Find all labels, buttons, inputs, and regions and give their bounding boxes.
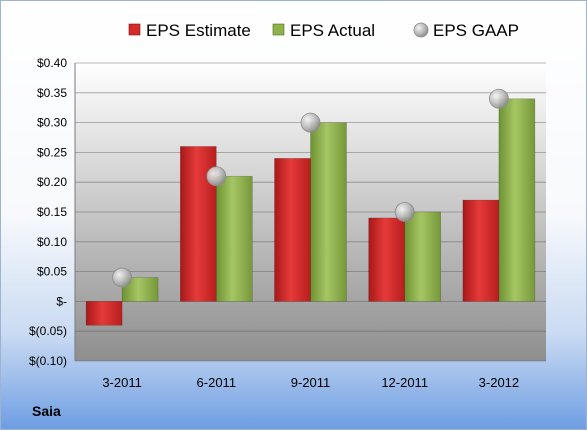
- bar-eps-estimate: [368, 217, 406, 302]
- plot-area: $0.40 $0.35 $0.30 $0.25 $0.20 $0.15 $0.10 $0.05…: [29, 56, 546, 390]
- legend-label: EPS Estimate: [146, 21, 251, 40]
- bar-eps-estimate-face: [368, 217, 406, 302]
- bar-eps-actual-face: [498, 98, 536, 302]
- legend: EPS Estimate EPS Actual EPS GAAP: [128, 21, 519, 40]
- y-tick-label: $0.15: [37, 205, 67, 219]
- marker-eps-gaap: [488, 88, 509, 109]
- bar-eps-actual: [121, 277, 159, 302]
- x-category-label: 12-2011: [381, 375, 428, 390]
- y-tick-label: $0.05: [37, 265, 67, 279]
- bar-eps-estimate: [462, 199, 500, 302]
- bar-eps-estimate-face: [462, 199, 500, 302]
- legend-label: EPS Actual: [290, 21, 375, 40]
- legend-swatch-actual: [272, 23, 285, 36]
- x-category-label: 3-2011: [102, 375, 142, 390]
- marker-eps-gaap: [394, 202, 415, 222]
- bar-eps-actual-face: [121, 277, 159, 302]
- legend-swatch-estimate: [128, 23, 141, 36]
- marker-eps-gaap: [112, 267, 132, 288]
- marker-eps-gaap: [300, 112, 321, 133]
- bar-eps-actual-face: [216, 175, 253, 302]
- legend-swatch-gaap: [413, 22, 429, 38]
- y-tick-label: $0.35: [37, 86, 67, 100]
- y-tick-label: $0.10: [37, 235, 67, 249]
- y-tick-label: $0.40: [37, 56, 67, 70]
- y-tick-label: $(0.05): [29, 324, 67, 338]
- bar-eps-actual: [404, 211, 442, 302]
- company-label: Saia: [32, 403, 61, 419]
- bar-eps-actual: [216, 175, 253, 302]
- bar-eps-estimate: [85, 301, 123, 326]
- bar-eps-estimate-face: [274, 158, 311, 302]
- x-category-label: 6-2011: [197, 375, 237, 390]
- bar-eps-actual-face: [404, 211, 442, 302]
- y-tick-label: $(0.10): [29, 354, 67, 368]
- bar-eps-actual-face: [310, 122, 347, 302]
- x-category-label: 9-2011: [291, 375, 331, 390]
- legend-label: EPS GAAP: [433, 21, 519, 40]
- marker-eps-gaap: [206, 166, 227, 187]
- bar-eps-estimate-face: [85, 301, 123, 326]
- y-tick-label: $0.20: [37, 175, 67, 189]
- y-tick-label: $0.25: [37, 145, 67, 159]
- bar-eps-actual: [310, 122, 347, 302]
- bar-eps-actual: [498, 98, 536, 302]
- y-tick-label: $-: [56, 294, 67, 308]
- bar-eps-estimate: [274, 158, 311, 302]
- x-category-label: 3-2012: [479, 375, 519, 390]
- y-tick-label: $0.30: [37, 116, 67, 130]
